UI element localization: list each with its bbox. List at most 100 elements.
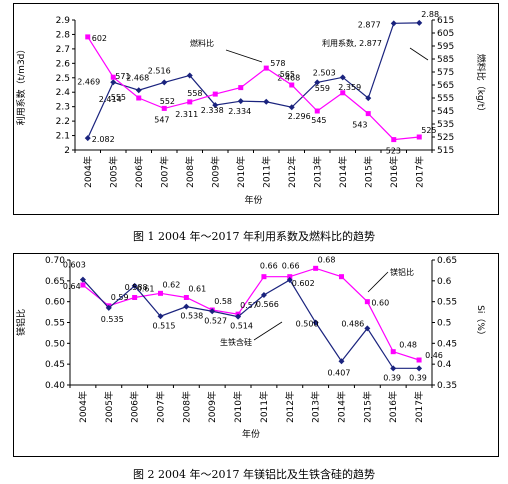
right-tick-label: 0.65	[437, 256, 457, 266]
x-tick-label: 2012年	[286, 156, 298, 188]
data-label: 0.602	[292, 279, 315, 288]
series-line-1	[82, 279, 420, 369]
data-point	[263, 65, 269, 71]
data-point	[157, 313, 164, 320]
x-tick-label: 2015年	[362, 156, 374, 188]
chart-1-plot: 22.12.22.32.42.52.62.72.82.9515525535545…	[15, 10, 487, 206]
figure-2-caption: 图 2 2004 年～2017 年镁铝比及生铁含硅的趋势	[133, 468, 375, 481]
right-tick-label: 565	[437, 81, 454, 91]
x-tick-label: 2007年	[155, 391, 167, 423]
data-point	[286, 277, 293, 283]
x-tick-label: 2012年	[284, 391, 296, 423]
data-label: 2.082	[92, 135, 115, 144]
data-point	[314, 108, 320, 114]
x-tick-label: 2009年	[209, 156, 221, 188]
left-tick-label: 2.2	[56, 117, 70, 127]
left-tick-label: 2.6	[56, 59, 71, 69]
data-label: 565	[280, 70, 295, 79]
left-tick-label: 2.5	[56, 74, 70, 84]
x-tick-label: 2011年	[258, 391, 270, 423]
right-tick-label: 535	[437, 120, 454, 130]
right-tick-label: 595	[437, 42, 454, 52]
x-tick-label: 2006年	[129, 391, 141, 423]
left-tick-label: 0.60	[45, 298, 65, 308]
data-label: 555	[111, 93, 126, 102]
right-tick-label: 615	[437, 16, 454, 26]
data-point	[161, 79, 168, 86]
data-point	[158, 290, 163, 296]
data-label: 0.535	[101, 315, 124, 324]
data-label: 0.68	[318, 255, 336, 264]
series-line-0	[87, 22, 420, 139]
data-label: 2.88	[421, 10, 439, 19]
data-label: 523	[386, 147, 401, 156]
data-label: 2.311	[175, 110, 198, 119]
x-tick-label: 2017年	[413, 156, 425, 188]
data-label: 2.468	[277, 73, 300, 82]
x-tick-label: 2010年	[232, 391, 244, 423]
data-point	[339, 74, 346, 81]
data-point	[416, 357, 422, 363]
data-point	[84, 135, 91, 142]
right-tick-label: 0.45	[437, 339, 457, 349]
data-label: 547	[154, 115, 169, 124]
right-tick-label: 605	[437, 29, 454, 39]
data-label: 0.407	[328, 368, 351, 377]
right-tick-label: 0.6	[437, 277, 452, 287]
annotation-label: 燃料比	[190, 38, 214, 48]
data-point	[183, 303, 190, 310]
x-tick-label: 2014年	[337, 156, 349, 188]
data-label: 559	[315, 84, 330, 93]
data-label: 0.61	[188, 285, 206, 294]
x-tick-label: 2016年	[387, 391, 399, 423]
data-point	[132, 295, 138, 300]
data-label: 571	[115, 72, 130, 81]
data-point	[238, 85, 244, 91]
annotation-label: 镁铝比	[390, 267, 414, 277]
annotation-label: 生铁含硅	[220, 337, 252, 347]
data-label: 0.46	[425, 351, 443, 360]
y-right-axis-title: Si（%）	[475, 305, 486, 340]
data-point	[314, 79, 321, 86]
data-point	[289, 82, 295, 88]
x-tick-label: 2016年	[388, 156, 400, 188]
data-label: 2.469	[77, 77, 100, 86]
data-label: 602	[92, 34, 107, 43]
data-point	[390, 349, 396, 355]
series-line-1	[87, 36, 420, 141]
right-tick-label: 525	[437, 133, 454, 143]
data-label: 0.515	[153, 321, 176, 330]
x-tick-label: 2007年	[158, 156, 170, 188]
data-label: 0.486	[341, 319, 364, 328]
left-tick-label: 0.45	[45, 360, 65, 370]
annotation-leader	[253, 321, 283, 341]
data-label: 0.64	[63, 282, 81, 291]
data-point	[263, 98, 270, 105]
data-point	[80, 282, 86, 288]
data-point	[110, 79, 117, 86]
data-point	[391, 137, 397, 143]
data-label: 0.57	[240, 301, 258, 310]
data-point	[261, 274, 267, 280]
data-point	[131, 282, 138, 289]
data-point	[365, 95, 372, 102]
data-point	[187, 99, 193, 105]
data-label: 2.334	[228, 107, 251, 116]
data-point	[135, 87, 142, 94]
data-label: 0.62	[163, 280, 181, 289]
x-tick-label: 2008年	[184, 156, 196, 188]
left-tick-label: 2.7	[56, 45, 70, 55]
data-point	[235, 313, 242, 320]
data-label: 0.538	[180, 312, 203, 321]
annotation-leader	[409, 47, 429, 61]
x-tick-label: 2006年	[133, 156, 145, 188]
data-label: 0.66	[282, 262, 300, 271]
data-label: 2.338	[201, 106, 224, 115]
data-label: 552	[160, 97, 175, 106]
data-point	[313, 265, 319, 271]
right-tick-label: 585	[437, 55, 454, 65]
data-label: 2.359	[338, 83, 361, 92]
data-point	[340, 90, 346, 96]
data-label: 0.527	[204, 316, 227, 325]
left-tick-label: 2.9	[56, 16, 71, 26]
